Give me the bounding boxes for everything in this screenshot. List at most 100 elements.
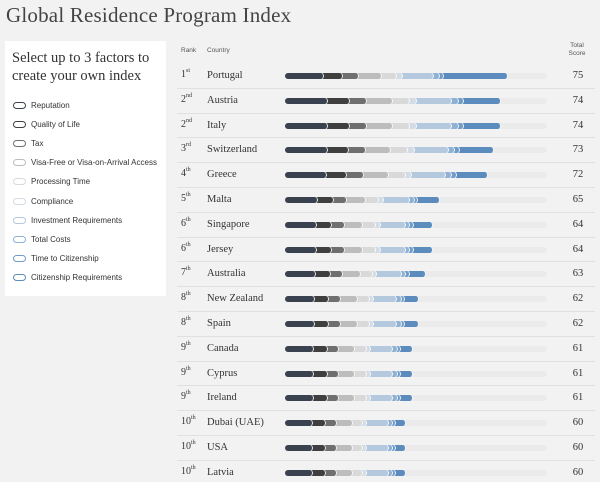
factor-segment	[414, 122, 453, 129]
factor-segment	[431, 73, 441, 79]
factor-segment	[309, 420, 327, 427]
factor-segment	[340, 73, 359, 79]
factor-segment	[337, 320, 358, 327]
table-row[interactable]: 10th USA 60	[177, 436, 595, 461]
rank-cell: 8th	[181, 291, 191, 303]
factor-segment	[389, 122, 411, 129]
factor-segment	[369, 271, 378, 278]
toggle-pill-icon[interactable]	[13, 235, 26, 243]
factor-toggle[interactable]: Time to Citizenship	[5, 249, 166, 268]
rank-number: 6	[181, 217, 186, 229]
factor-segment	[309, 469, 327, 476]
total-score: 73	[572, 144, 584, 156]
factor-segment	[327, 271, 343, 278]
factor-toggle[interactable]: Compliance	[5, 191, 166, 210]
factor-label: Investment Requirements	[31, 215, 123, 225]
factor-segment	[402, 296, 420, 303]
factor-segment	[333, 444, 353, 451]
factor-segment	[371, 296, 398, 303]
table-row[interactable]: 7th Australia 63	[177, 262, 595, 288]
factor-segment	[285, 122, 329, 129]
table-row[interactable]: 6th Jersey 64	[177, 238, 595, 263]
toggle-pill-icon[interactable]	[13, 273, 26, 281]
factor-segment	[326, 296, 341, 303]
table-row[interactable]: 2nd Austria 74	[177, 89, 595, 114]
factor-toggle[interactable]: Citizenship Requirements	[5, 268, 166, 287]
rank-cell: 6th	[181, 242, 191, 254]
rank-number: 4	[181, 168, 186, 180]
total-score: 60	[572, 417, 584, 429]
factor-segment	[406, 271, 427, 278]
factor-segment	[285, 271, 316, 278]
factor-segment	[324, 395, 339, 402]
factor-segment	[335, 345, 356, 352]
rank-number: 8	[181, 316, 186, 328]
factor-segment	[407, 122, 418, 129]
factor-segment	[285, 420, 313, 427]
rank-cell: 9th	[181, 341, 191, 353]
rank-cell: 6th	[181, 217, 191, 229]
factor-segment	[313, 221, 333, 228]
factor-segment	[366, 296, 375, 303]
factor-segment	[364, 469, 389, 476]
rank-cell: 10th	[181, 415, 196, 427]
toggle-pill-icon[interactable]	[13, 140, 26, 148]
rank-cell: 5th	[181, 192, 191, 204]
toggle-pill-icon[interactable]	[13, 254, 26, 262]
factor-segment	[310, 370, 328, 377]
table-row[interactable]: 4th Greece 72	[177, 163, 595, 188]
toggle-pill-icon[interactable]	[13, 102, 26, 110]
table-row[interactable]: 2nd Italy 74	[177, 114, 595, 139]
factor-toggle[interactable]: Processing Time	[5, 172, 166, 191]
score-bar	[285, 221, 434, 228]
factor-toggle[interactable]: Reputation	[5, 96, 166, 115]
factor-segment	[312, 271, 331, 278]
factor-segment	[397, 345, 413, 352]
table-row[interactable]: 8th New Zealand 62	[177, 287, 595, 312]
factor-toggle[interactable]: Visa-Free or Visa-on-Arrival Access	[5, 153, 166, 172]
table-row[interactable]: 8th Spain 62	[177, 312, 595, 337]
table-row[interactable]: 10th Latvia 60	[177, 461, 595, 482]
table-row[interactable]: 9th Cyprus 61	[177, 362, 595, 387]
factor-segment	[460, 122, 502, 129]
rank-cell: 2nd	[181, 93, 192, 105]
table-row[interactable]: 9th Ireland 61	[177, 386, 595, 412]
factor-segment	[410, 221, 434, 228]
factor-label: Reputation	[31, 101, 70, 111]
toggle-pill-icon[interactable]	[13, 197, 26, 205]
factor-segment	[403, 271, 410, 278]
toggle-pill-icon[interactable]	[13, 159, 26, 167]
table-row[interactable]: 10th Dubai (UAE) 60	[177, 411, 595, 436]
rank-suffix: th	[186, 315, 191, 322]
table-row[interactable]: 6th Singapore 64	[177, 213, 595, 238]
factor-segment	[285, 469, 313, 476]
factor-segment	[341, 221, 364, 228]
factor-segment	[407, 97, 418, 104]
factor-segment	[441, 73, 508, 79]
total-score: 72	[572, 169, 584, 181]
toggle-pill-icon[interactable]	[13, 178, 26, 186]
toggle-pill-icon[interactable]	[13, 121, 26, 129]
factor-segment	[285, 246, 317, 253]
factor-segment	[313, 246, 333, 253]
factor-segment	[455, 97, 464, 104]
factor-segment	[449, 172, 457, 179]
table-row[interactable]: 5th Malta 65	[177, 188, 595, 213]
factor-segment	[346, 97, 368, 104]
factor-label: Processing Time	[31, 177, 91, 187]
factor-toggle[interactable]: Tax	[5, 134, 166, 153]
factor-segment	[398, 320, 406, 327]
country-name: Dubai (UAE)	[207, 417, 264, 429]
rank-number: 2	[181, 118, 186, 130]
factor-segment	[405, 147, 415, 154]
factor-toggle[interactable]: Total Costs	[5, 230, 166, 249]
factor-toggle[interactable]: Investment Requirements	[5, 211, 166, 230]
factor-toggle[interactable]: Quality of Life	[5, 115, 166, 134]
total-score: 62	[572, 293, 584, 305]
table-row[interactable]: 9th Canada 61	[177, 337, 595, 362]
factor-label: Quality of Life	[31, 120, 80, 130]
factor-segment	[320, 73, 344, 79]
table-row[interactable]: 1st Portugal 75	[177, 64, 595, 89]
toggle-pill-icon[interactable]	[13, 216, 26, 224]
table-row[interactable]: 3rd Switzerland 73	[177, 138, 595, 164]
